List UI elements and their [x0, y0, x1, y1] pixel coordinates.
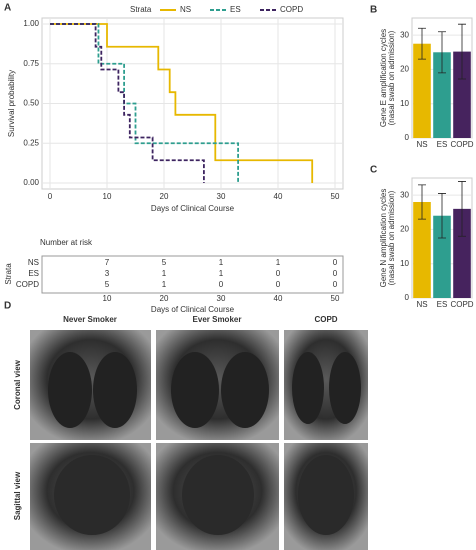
y-axis-label: (nasal swab on admission): [387, 30, 396, 125]
lung: [221, 352, 269, 428]
x-tick-label: 50: [331, 192, 340, 201]
lung: [298, 455, 354, 535]
bar: [433, 215, 451, 298]
y-tick-label: 0: [405, 133, 410, 142]
risk-count: 7: [105, 258, 110, 267]
risk-time-label: 30: [217, 294, 226, 303]
risk-table-title: Number at risk: [40, 238, 93, 247]
lung: [292, 352, 324, 424]
x-tick-label: 30: [217, 192, 226, 201]
x-tick-label: 40: [274, 192, 283, 201]
row-label: Coronal view: [13, 359, 22, 410]
error-bar: [438, 31, 446, 74]
y-tick-label: 30: [400, 190, 409, 199]
bar: [413, 202, 431, 298]
risk-row-label: ES: [28, 269, 39, 278]
error-bar: [418, 27, 426, 60]
risk-x-axis-label: Days of Clinical Course: [151, 305, 235, 314]
error-bar: [438, 193, 446, 239]
y-tick-label: 0: [405, 293, 410, 302]
survival-curve: [50, 23, 314, 183]
x-tick-label: COPD: [450, 140, 473, 149]
y-tick-label: 10: [400, 259, 409, 268]
y-tick-label: 1.00: [23, 19, 39, 28]
risk-count: 0: [219, 280, 224, 289]
x-tick-label: NS: [416, 300, 427, 309]
lung: [48, 352, 92, 428]
risk-row-label: NS: [28, 258, 39, 267]
error-bar: [418, 184, 426, 220]
lung: [182, 455, 254, 535]
bar: [453, 51, 471, 138]
risk-count: 1: [219, 269, 224, 278]
error-bar: [458, 23, 466, 80]
lung: [171, 352, 219, 428]
x-tick-label: ES: [437, 140, 448, 149]
y-tick-label: 20: [400, 225, 409, 234]
error-bar: [458, 181, 466, 237]
risk-count: 1: [162, 269, 167, 278]
legend-label: COPD: [280, 5, 303, 14]
panel-label: D: [4, 301, 11, 312]
y-tick-label: 10: [400, 99, 409, 108]
risk-count: 0: [276, 280, 281, 289]
x-tick-label: ES: [437, 300, 448, 309]
legend-label: NS: [180, 5, 191, 14]
lung: [54, 455, 130, 535]
lung: [329, 352, 361, 424]
y-tick-label: 0.75: [23, 59, 39, 68]
row-label: Sagittal view: [13, 471, 22, 520]
column-title: Ever Smoker: [193, 315, 242, 324]
risk-count: 1: [162, 280, 167, 289]
risk-count: 5: [105, 280, 110, 289]
risk-time-label: 10: [103, 294, 112, 303]
y-tick-label: 20: [400, 65, 409, 74]
y-tick-label: 30: [400, 30, 409, 39]
risk-count: 1: [219, 258, 224, 267]
risk-count: 0: [333, 258, 338, 267]
x-tick-label: COPD: [450, 300, 473, 309]
risk-time-label: 50: [331, 294, 340, 303]
panel-label: A: [4, 3, 11, 14]
legend-label: ES: [230, 5, 241, 14]
lung: [93, 352, 137, 428]
risk-time-label: 40: [274, 294, 283, 303]
panel-label: B: [370, 5, 377, 16]
y-tick-label: 0.25: [23, 138, 39, 147]
legend-title: Strata: [130, 5, 152, 14]
risk-count: 1: [276, 258, 281, 267]
bar: [433, 52, 451, 138]
bar: [453, 208, 471, 298]
risk-count: 0: [333, 280, 338, 289]
risk-table-strata-label: Strata: [4, 263, 13, 285]
y-axis-label: Gene N amplification cycles: [379, 189, 388, 288]
risk-count: 0: [333, 269, 338, 278]
column-title: COPD: [314, 315, 337, 324]
risk-count: 3: [105, 269, 110, 278]
x-tick-label: 0: [48, 192, 53, 201]
column-title: Never Smoker: [63, 315, 117, 324]
risk-count: 5: [162, 258, 167, 267]
y-axis-label: Gene E amplification cycles: [379, 29, 388, 127]
panel-label: C: [370, 165, 377, 176]
x-tick-label: 10: [103, 192, 112, 201]
risk-table-box: [41, 255, 344, 294]
y-axis-label: (nasal swab on admission): [387, 190, 396, 285]
y-tick-label: 0.50: [23, 99, 39, 108]
x-axis-label: Days of Clinical Course: [151, 204, 235, 213]
y-tick-label: 0.00: [23, 178, 39, 187]
x-tick-label: 20: [160, 192, 169, 201]
bar: [413, 43, 431, 138]
y-axis-label: Survival probability: [7, 70, 16, 137]
risk-count: 0: [276, 269, 281, 278]
risk-row-label: COPD: [16, 280, 39, 289]
survival-curve: [50, 23, 205, 183]
x-tick-label: NS: [416, 140, 427, 149]
risk-time-label: 20: [160, 294, 169, 303]
ct-images: [30, 330, 368, 550]
